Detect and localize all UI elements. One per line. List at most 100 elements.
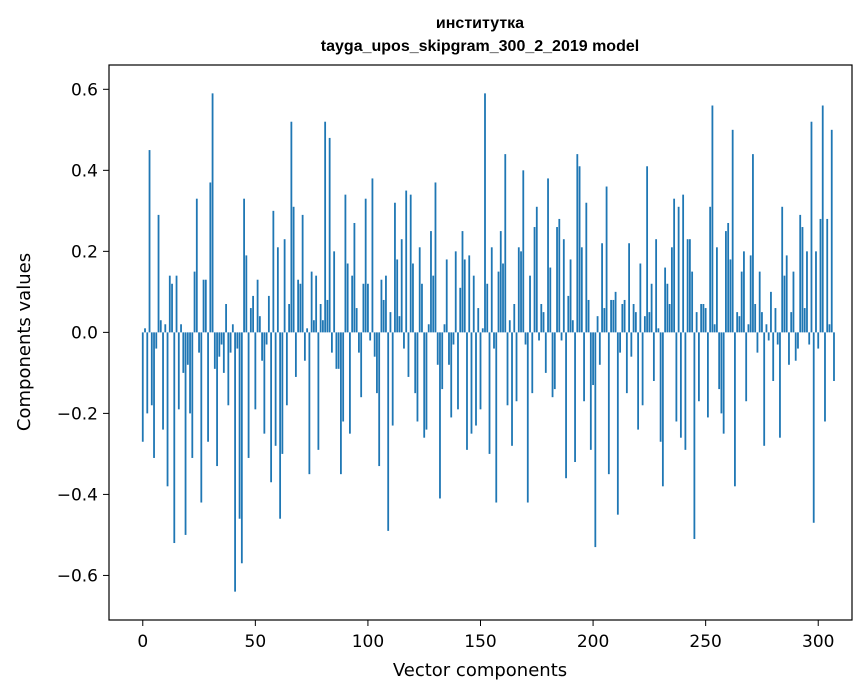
bar-298 bbox=[812, 332, 815, 523]
bar-282 bbox=[776, 332, 779, 345]
bar-21 bbox=[189, 332, 191, 414]
bar-174 bbox=[533, 227, 536, 333]
bar-133 bbox=[441, 332, 444, 390]
bar-220 bbox=[637, 332, 640, 430]
bar-71 bbox=[301, 214, 304, 333]
bar-33 bbox=[216, 332, 218, 467]
bar-9 bbox=[162, 332, 164, 430]
bar-27 bbox=[202, 279, 205, 333]
bars-group bbox=[141, 93, 835, 592]
bar-105 bbox=[378, 332, 381, 467]
bar-50 bbox=[254, 332, 257, 410]
bar-70 bbox=[299, 283, 302, 333]
bar-103 bbox=[373, 332, 376, 357]
bar-140 bbox=[457, 332, 459, 410]
bar-1 bbox=[144, 328, 146, 333]
bar-268 bbox=[745, 332, 748, 402]
bar-32 bbox=[213, 332, 216, 369]
bar-294 bbox=[803, 308, 806, 333]
bar-208 bbox=[610, 299, 612, 333]
bar-128 bbox=[430, 231, 432, 333]
x-tick-label-0: 0 bbox=[137, 632, 148, 652]
bar-275 bbox=[761, 312, 763, 333]
bar-88 bbox=[340, 332, 342, 475]
y-axis-label: Components values bbox=[14, 253, 35, 431]
bar-56 bbox=[267, 295, 270, 333]
bar-63 bbox=[283, 239, 286, 333]
bar-217 bbox=[630, 332, 633, 357]
bar-51 bbox=[256, 279, 259, 333]
bar-75 bbox=[310, 271, 313, 333]
bar-132 bbox=[439, 332, 441, 499]
bar-131 bbox=[436, 332, 439, 365]
bar-92 bbox=[349, 332, 351, 434]
bar-289 bbox=[792, 271, 795, 333]
bar-227 bbox=[652, 332, 655, 381]
bar-302 bbox=[821, 105, 824, 333]
bar-202 bbox=[596, 316, 599, 333]
bar-226 bbox=[650, 283, 653, 333]
bar-239 bbox=[679, 332, 682, 438]
bar-121 bbox=[414, 332, 417, 394]
bar-138 bbox=[452, 332, 455, 345]
bar-238 bbox=[677, 206, 680, 333]
bar-263 bbox=[734, 332, 736, 487]
bar-197 bbox=[585, 202, 588, 333]
y-tick-label-4: 0.2 bbox=[71, 242, 98, 262]
bar-210 bbox=[614, 291, 617, 333]
bar-3 bbox=[148, 150, 151, 333]
chart-subtitle: tayga_upos_skipgram_300_2_2019 model bbox=[321, 38, 639, 55]
bar-46 bbox=[245, 255, 248, 333]
bar-114 bbox=[398, 316, 401, 333]
bar-39 bbox=[229, 332, 232, 353]
bar-155 bbox=[490, 247, 493, 333]
bar-82 bbox=[326, 299, 329, 333]
bar-30 bbox=[209, 182, 212, 333]
bar-191 bbox=[571, 320, 574, 333]
bar-253 bbox=[711, 105, 714, 333]
bar-130 bbox=[434, 182, 437, 333]
bar-37 bbox=[225, 304, 227, 333]
bar-288 bbox=[790, 312, 793, 333]
bar-90 bbox=[344, 194, 347, 333]
bar-66 bbox=[290, 121, 293, 333]
bar-127 bbox=[427, 324, 430, 333]
bar-297 bbox=[810, 121, 813, 333]
bar-181 bbox=[549, 267, 552, 333]
bar-166 bbox=[515, 332, 518, 402]
bar-142 bbox=[461, 231, 464, 333]
bar-214 bbox=[623, 299, 626, 333]
bar-247 bbox=[698, 332, 700, 402]
bar-123 bbox=[418, 247, 421, 333]
bar-36 bbox=[222, 332, 225, 373]
bar-185 bbox=[558, 218, 561, 333]
bar-57 bbox=[270, 332, 273, 483]
bar-4 bbox=[150, 332, 153, 406]
bar-0 bbox=[141, 332, 144, 442]
bar-184 bbox=[556, 227, 558, 333]
bar-139 bbox=[454, 251, 457, 333]
bar-234 bbox=[668, 304, 671, 333]
bar-192 bbox=[574, 332, 576, 463]
y-tick-label-6: 0.6 bbox=[71, 80, 98, 100]
bar-228 bbox=[655, 239, 658, 333]
bar-233 bbox=[666, 283, 669, 333]
bar-295 bbox=[806, 251, 808, 333]
bar-255 bbox=[716, 247, 718, 333]
bar-258 bbox=[722, 332, 725, 434]
bar-95 bbox=[355, 308, 358, 333]
bar-201 bbox=[594, 332, 597, 548]
bar-44 bbox=[240, 332, 243, 564]
bar-171 bbox=[526, 332, 529, 503]
bar-97 bbox=[360, 332, 363, 398]
bar-243 bbox=[688, 239, 691, 333]
x-tick-label-2: 100 bbox=[352, 632, 384, 652]
bar-272 bbox=[754, 304, 757, 333]
bar-222 bbox=[641, 332, 644, 406]
bar-141 bbox=[459, 287, 462, 333]
bar-124 bbox=[421, 283, 423, 333]
bar-168 bbox=[520, 251, 522, 333]
bar-158 bbox=[497, 271, 500, 333]
bar-213 bbox=[621, 304, 624, 333]
bar-260 bbox=[727, 222, 730, 333]
